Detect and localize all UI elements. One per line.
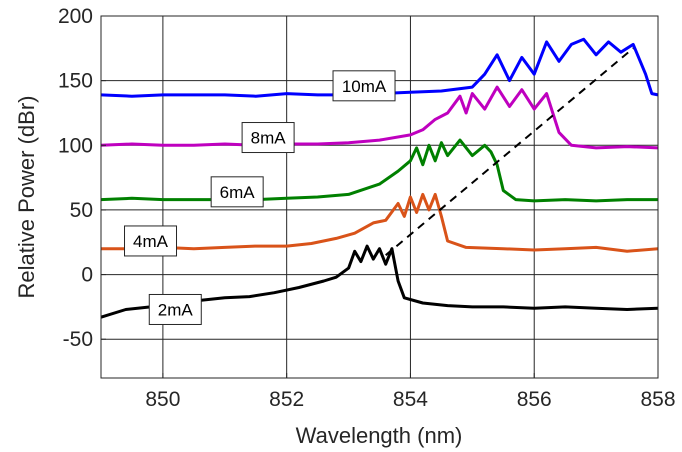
x-tick-label: 852 (269, 388, 304, 411)
tick-group (101, 15, 659, 378)
annotation-8mA: 8mA (241, 122, 295, 154)
x-tick-label: 850 (145, 388, 180, 411)
x-tick-label: 858 (640, 388, 675, 411)
y-tick-label: -50 (63, 328, 93, 351)
x-tick-label: 854 (393, 388, 428, 411)
annotation-6mA: 6mA (210, 176, 264, 208)
annotations-group: 2mA 4mA 6mA 8mA 10mA (124, 70, 396, 325)
annotation-box (241, 122, 295, 154)
annotation-label: 6mA (220, 183, 256, 202)
series-line-2mA (100, 244, 659, 319)
annotation-10mA: 10mA (332, 70, 396, 102)
annotation-label: 4mA (133, 232, 169, 251)
annotation-4mA: 4mA (124, 225, 178, 257)
y-tick-label: 50 (70, 199, 93, 222)
y-axis-label: Relative Power (dBr) (14, 96, 39, 299)
annotation-box (148, 293, 202, 325)
series-line-10mA (100, 37, 659, 98)
y-tick-label: 0 (81, 264, 93, 287)
annotation-box (332, 70, 396, 102)
annotation-label: 10mA (342, 77, 387, 96)
x-tick-label: 856 (517, 388, 552, 411)
annotation-box (124, 225, 178, 257)
x-axis-label: Wavelength (nm) (296, 423, 463, 448)
annotation-label: 8mA (251, 129, 287, 148)
trend-line (385, 47, 634, 256)
y-tick-label: 150 (58, 70, 93, 93)
annotation-2mA: 2mA (148, 293, 202, 325)
annotation-label: 2mA (158, 300, 194, 319)
annotation-box (210, 176, 264, 208)
series-line-4mA (101, 192, 659, 253)
tick-label-group: 850 852 854 856 858 -50 0 50 100 150 200 (58, 5, 676, 411)
y-tick-label: 100 (58, 134, 93, 157)
plot-frame (100, 15, 659, 379)
y-tick-label: 200 (58, 5, 93, 28)
